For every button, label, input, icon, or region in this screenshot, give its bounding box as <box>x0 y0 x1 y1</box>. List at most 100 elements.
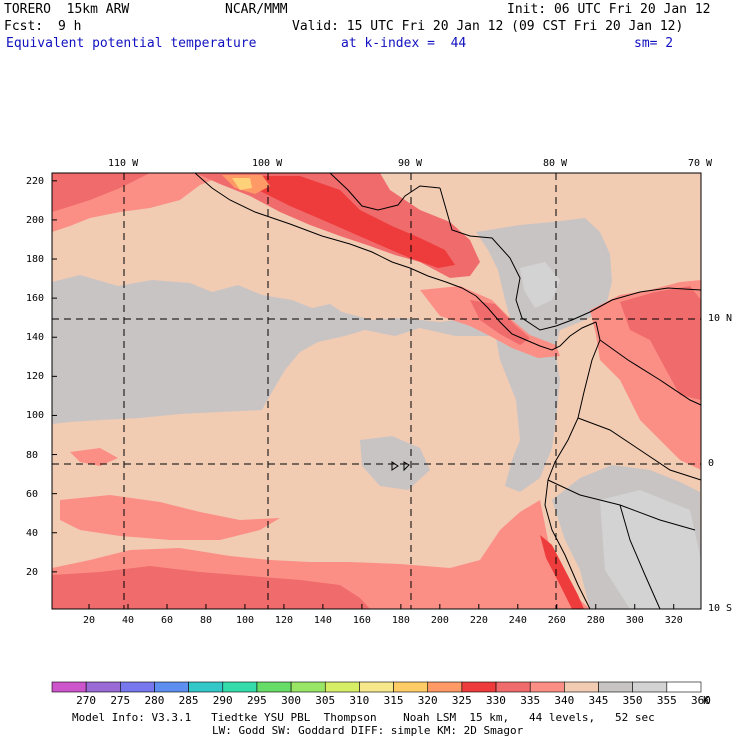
gulf-coast <box>329 172 441 211</box>
forecast-hour: 9 h <box>58 19 82 34</box>
colorbar-swatch <box>632 681 668 693</box>
colorbar-swatch <box>461 681 497 693</box>
shade-325-330-coast <box>540 535 584 609</box>
colorbar <box>51 681 702 693</box>
x-tick-label: 20 <box>83 615 96 626</box>
center-name: NCAR/MMM <box>225 2 288 17</box>
colorbar-label: 310 <box>349 694 370 707</box>
colorbar-label: 305 <box>315 694 336 707</box>
colorbar-label: 325 <box>451 694 472 707</box>
k-index: at k-index = 44 <box>341 36 467 51</box>
graticule <box>52 173 701 609</box>
shade-345-350-west <box>52 275 500 424</box>
colorbar-label: 340 <box>554 694 575 707</box>
colorbar-swatch <box>154 681 189 693</box>
colorbar-label: 300 <box>281 694 301 707</box>
shade-330-335-south <box>52 566 370 609</box>
colorbar-label: 315 <box>383 694 404 707</box>
lon-label-90w: 90 W <box>398 158 423 169</box>
axis-ticks <box>52 180 675 609</box>
colorbar-swatch <box>51 681 87 693</box>
footer-line-2: LW: Godd SW: Goddard DIFF: simple KM: 2D… <box>212 724 524 737</box>
shade-335-340-southwest <box>60 495 280 540</box>
shade-335-340-equator <box>70 448 118 466</box>
x-tick-label: 240 <box>508 615 527 626</box>
x-tick-label: 260 <box>547 615 566 626</box>
y-tick-label: 60 <box>26 488 39 500</box>
valid-time: Valid: 15 UTC Fri 20 Jan 12 (09 CST Fri … <box>292 19 684 34</box>
colorbar-swatch <box>564 681 599 693</box>
colorbar-label: 280 <box>144 694 165 707</box>
colorbar-swatch <box>324 681 360 693</box>
colorbar-label: 345 <box>588 694 609 707</box>
mexico-coast <box>194 172 477 297</box>
footer-line-1: Model Info: V3.3.1 Tiedtke YSU PBL Thomp… <box>72 711 655 724</box>
border-line-4 <box>619 504 661 610</box>
lat-label-10s: 10 S <box>708 603 733 614</box>
border-line-1 <box>599 339 702 406</box>
x-tick-label: 120 <box>274 615 293 626</box>
colorbar-swatch <box>495 681 531 693</box>
x-tick-label: 280 <box>586 615 605 626</box>
shade-350-355-south <box>600 490 701 609</box>
y-tick-label: 100 <box>26 410 45 422</box>
x-tick-label: 140 <box>313 615 332 626</box>
lon-label-80w: 80 W <box>543 158 568 169</box>
x-tick-label: 80 <box>199 615 212 626</box>
colorbar-swatch <box>120 681 155 693</box>
colorbar-swatch <box>666 681 702 693</box>
colorbar-swatch <box>598 681 633 693</box>
y-tick-label: 40 <box>26 527 39 539</box>
shade-325-330-mexico <box>230 176 455 268</box>
forecast-label: Fcst: <box>4 19 44 34</box>
shade-330-335-east <box>620 286 701 400</box>
field-shading <box>52 173 701 609</box>
lon-label-70w: 70 W <box>688 158 713 169</box>
colorbar-swatch <box>85 681 121 693</box>
colorbar-swatch <box>188 681 224 693</box>
colorbar-label: 335 <box>520 694 541 707</box>
x-tick-label: 180 <box>391 615 410 626</box>
y-tick-label: 120 <box>26 371 45 383</box>
x-tick-label: 300 <box>625 615 644 626</box>
x-tick-label: 200 <box>430 615 449 626</box>
colorbar-swatch <box>427 681 463 693</box>
field-name: Equivalent potential temperature <box>6 36 257 51</box>
x-tick-label: 100 <box>235 615 254 626</box>
colorbar-label: 330 <box>486 694 506 707</box>
colorbar-label: 320 <box>417 694 438 707</box>
colorbar-label: 285 <box>178 694 199 707</box>
x-tick-label: 40 <box>122 615 135 626</box>
colorbar-label: 275 <box>110 694 131 707</box>
shade-350-355-north <box>520 262 560 308</box>
colorbar-unit: K <box>703 694 710 707</box>
caribbean-coast <box>439 187 702 331</box>
y-tick-label: 20 <box>26 566 39 578</box>
lon-label-110w: 110 W <box>108 158 139 169</box>
shade-345-350-patch <box>360 436 430 490</box>
map-frame <box>51 172 702 610</box>
colorbar-label: 360 <box>691 694 711 707</box>
coastlines <box>194 172 702 610</box>
init-time: Init: 06 UTC Fri 20 Jan 12 <box>507 2 711 17</box>
colorbar-swatch <box>290 681 326 693</box>
y-tick-label: 80 <box>26 449 39 461</box>
lon-label-100w: 100 W <box>252 158 283 169</box>
border-line-2 <box>577 417 702 481</box>
y-tick-label: 180 <box>26 254 45 266</box>
lat-label-10n: 10 N <box>708 313 733 324</box>
shade-330-335-nw <box>52 173 150 212</box>
y-tick-label: 200 <box>26 214 45 226</box>
colorbar-label: 295 <box>246 694 267 707</box>
y-tick-label: 160 <box>26 293 45 305</box>
smoothing: sm= 2 <box>634 36 674 51</box>
x-tick-label: 160 <box>352 615 371 626</box>
colorbar-label: 270 <box>76 694 97 707</box>
central-america-coast <box>475 295 597 351</box>
y-tick-label: 140 <box>26 332 45 344</box>
model-name: TORERO 15km ARW <box>4 2 130 17</box>
colorbar-label: 290 <box>212 694 233 707</box>
south-america-coast <box>544 321 601 610</box>
colorbar-swatch <box>222 681 258 693</box>
